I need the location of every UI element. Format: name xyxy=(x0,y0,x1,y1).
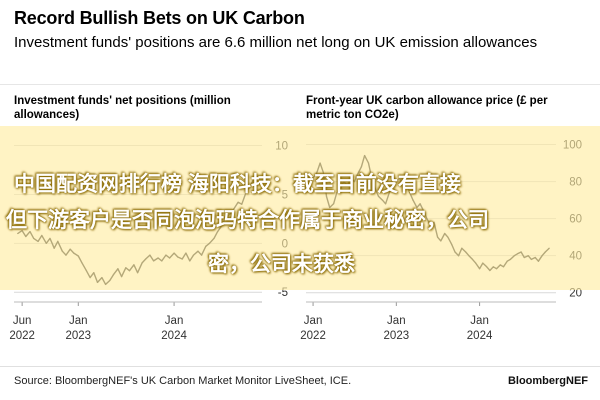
left-y-tick-label: -5 xyxy=(278,287,288,299)
right-x-tick-label: Jan xyxy=(470,315,489,327)
right-chart-title: Front-year UK carbon allowance price (£ … xyxy=(306,95,548,121)
right-x-tick-year: 2022 xyxy=(300,330,326,342)
right-x-tick-label: Jan xyxy=(304,315,323,327)
left-x-tick-year: 2024 xyxy=(161,330,187,342)
left-x-tick-year: 2023 xyxy=(65,330,91,342)
page-subtitle: Investment funds' positions are 6.6 mill… xyxy=(14,34,538,51)
footer-divider xyxy=(0,366,600,367)
page-title: Record Bullish Bets on UK Carbon xyxy=(14,8,305,28)
right-x-tick-label: Jan xyxy=(387,315,406,327)
left-x-tick-label: Jun xyxy=(13,315,32,327)
right-y-tick-label: 20 xyxy=(569,288,582,300)
left-chart-title: Investment funds' net positions (million… xyxy=(14,95,231,121)
overlay-text-line-1: 中国配资网排行榜 海阳科技：截至目前没有直接 xyxy=(14,173,461,196)
overlay-text-line-3: 密，公司未获悉 xyxy=(208,253,355,276)
overlay-text-line-2: 但下游客户是否同泡泡玛特合作属于商业秘密，公司 xyxy=(6,209,489,232)
left-x-tick-label: Jan xyxy=(165,315,184,327)
right-x-tick-year: 2023 xyxy=(384,330,410,342)
left-x-tick-year: 2022 xyxy=(9,330,35,342)
header-divider xyxy=(0,84,600,85)
left-x-tick-label: Jan xyxy=(69,315,88,327)
brand-logo-text: BloombergNEF xyxy=(507,375,588,387)
overlay-banner xyxy=(0,126,600,290)
source-note: Source: BloombergNEF's UK Carbon Market … xyxy=(14,375,352,387)
right-x-tick-year: 2024 xyxy=(467,330,493,342)
